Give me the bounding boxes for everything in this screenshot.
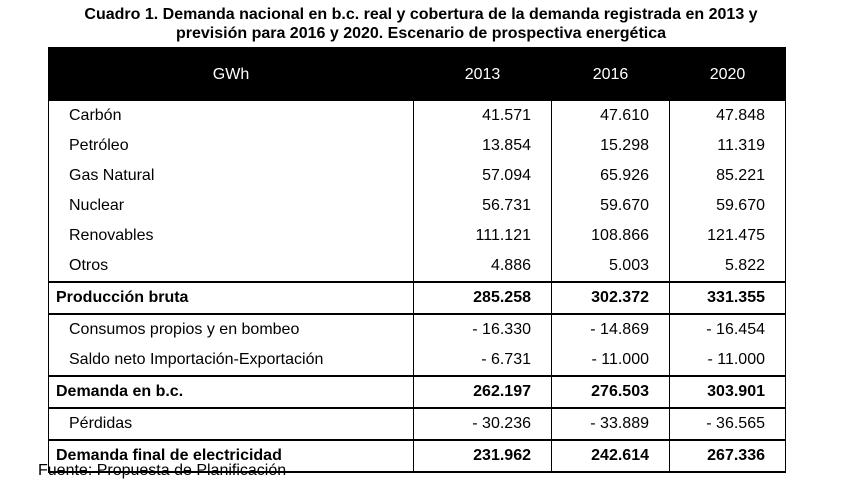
row-label: Otros xyxy=(48,251,414,282)
cell-value: 47.848 xyxy=(669,101,786,131)
data-table: GWh 2013 2016 2020 Carbón 41.571 47.610 47.848… xyxy=(48,47,786,473)
row-label: Gas Natural xyxy=(48,161,414,191)
cell-value: 65.926 xyxy=(551,161,670,191)
cell-value: 331.355 xyxy=(669,281,786,315)
title: Cuadro 1. Demanda nacional en b.c. real … xyxy=(0,5,842,43)
row-label: Carbón xyxy=(48,101,414,131)
cell-value: 41.571 xyxy=(413,101,552,131)
total-row: Demanda en b.c. 262.197 276.503 303.901 xyxy=(48,375,786,409)
header-row: GWh 2013 2016 2020 xyxy=(48,47,786,101)
cell-value: - 11.000 xyxy=(551,345,670,376)
cell-value: - 30.236 xyxy=(413,408,552,440)
row-label: Demanda en b.c. xyxy=(48,375,414,409)
item-row: Consumos propios y en bombeo - 16.330- 14… xyxy=(48,314,786,345)
cell-value: 5.822 xyxy=(669,251,786,282)
row-label: Demanda final de electricidad xyxy=(48,439,414,473)
cell-value: 242.614 xyxy=(551,439,670,473)
item-row: Renovables 111.121 108.866 121.475 xyxy=(48,221,786,251)
cell-value: 11.319 xyxy=(669,131,786,161)
cell-value: 13.854 xyxy=(413,131,552,161)
cell-value: 111.121 xyxy=(413,221,552,251)
cell-value: 4.886 xyxy=(413,251,552,282)
cell-value: 267.336 xyxy=(669,439,786,473)
row-label: Consumos propios y en bombeo xyxy=(48,314,414,345)
title-line: previsión para 2016 y 2020. Escenario de… xyxy=(175,25,667,42)
cell-value: 121.475 xyxy=(669,221,786,251)
title-line: Cuadro 1. Demanda nacional en b.c. real … xyxy=(84,6,758,23)
cell-value: 262.197 xyxy=(413,375,552,409)
cell-value: - 16.454 xyxy=(669,314,786,345)
cell-value: 15.298 xyxy=(551,131,670,161)
cell-value: 108.866 xyxy=(551,221,670,251)
item-row: Gas Natural 57.094 65.926 85.221 xyxy=(48,161,786,191)
header-cell: 2016 xyxy=(551,47,670,101)
item-row: Otros 4.886 5.003 5.822 xyxy=(48,251,786,282)
row-label: Nuclear xyxy=(48,191,414,221)
cell-value: - 36.565 xyxy=(669,408,786,440)
cell-value: 5.003 xyxy=(551,251,670,282)
cell-value: 57.094 xyxy=(413,161,552,191)
row-label: Pérdidas xyxy=(48,408,414,440)
row-label: Renovables xyxy=(48,221,414,251)
cell-value: - 6.731 xyxy=(413,345,552,376)
row-label: Petróleo xyxy=(48,131,414,161)
cell-value: - 16.330 xyxy=(413,314,552,345)
item-row: Pérdidas - 30.236- 33.889- 36.565 xyxy=(48,408,786,440)
cell-value: 47.610 xyxy=(551,101,670,131)
cell-value: 59.670 xyxy=(551,191,670,221)
cell-value: 85.221 xyxy=(669,161,786,191)
cell-value: 276.503 xyxy=(551,375,670,409)
cell-value: - 33.889 xyxy=(551,408,670,440)
cell-value: 59.670 xyxy=(669,191,786,221)
total-row: Producción bruta 285.258 302.372 331.355 xyxy=(48,281,786,315)
source: Fuente: Propuesta de Planificación xyxy=(38,462,287,479)
cell-value: - 11.000 xyxy=(669,345,786,376)
cell-value: 231.962 xyxy=(413,439,552,473)
item-row: Carbón 41.571 47.610 47.848 xyxy=(48,101,786,131)
cell-value: 56.731 xyxy=(413,191,552,221)
row-label: Producción bruta xyxy=(48,281,414,315)
header-cell: GWh xyxy=(48,47,414,101)
header-cell: 2020 xyxy=(669,47,786,101)
item-row: Petróleo 13.854 15.298 11.319 xyxy=(48,131,786,161)
cell-value: 303.901 xyxy=(669,375,786,409)
cell-value: 302.372 xyxy=(551,281,670,315)
item-row: Saldo neto Importación-Exportación - 6.73… xyxy=(48,345,786,376)
total-row: Demanda final de electricidad 231.962 242.… xyxy=(48,439,786,473)
cell-value: 285.258 xyxy=(413,281,552,315)
item-row: Nuclear 56.731 59.670 59.670 xyxy=(48,191,786,221)
row-label: Saldo neto Importación-Exportación xyxy=(48,345,414,376)
cell-value: - 14.869 xyxy=(551,314,670,345)
header-cell: 2013 xyxy=(413,47,552,101)
